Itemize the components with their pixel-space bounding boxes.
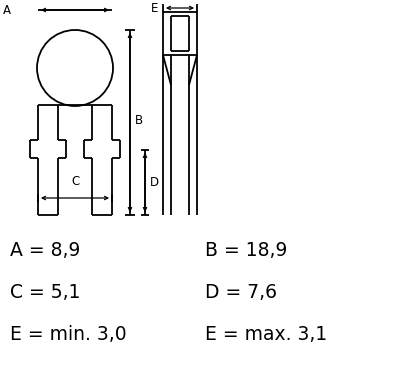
- Text: E = max. 3,1: E = max. 3,1: [205, 325, 327, 344]
- Text: D = 7,6: D = 7,6: [205, 283, 277, 301]
- Text: C = 5,1: C = 5,1: [10, 283, 80, 301]
- Text: B: B: [135, 113, 143, 127]
- Text: D: D: [150, 176, 159, 190]
- Text: E = min. 3,0: E = min. 3,0: [10, 325, 127, 344]
- Text: A = 8,9: A = 8,9: [10, 240, 80, 259]
- Text: A: A: [3, 3, 11, 17]
- Text: E: E: [151, 2, 158, 15]
- Text: C: C: [71, 175, 79, 188]
- Text: B = 18,9: B = 18,9: [205, 240, 287, 259]
